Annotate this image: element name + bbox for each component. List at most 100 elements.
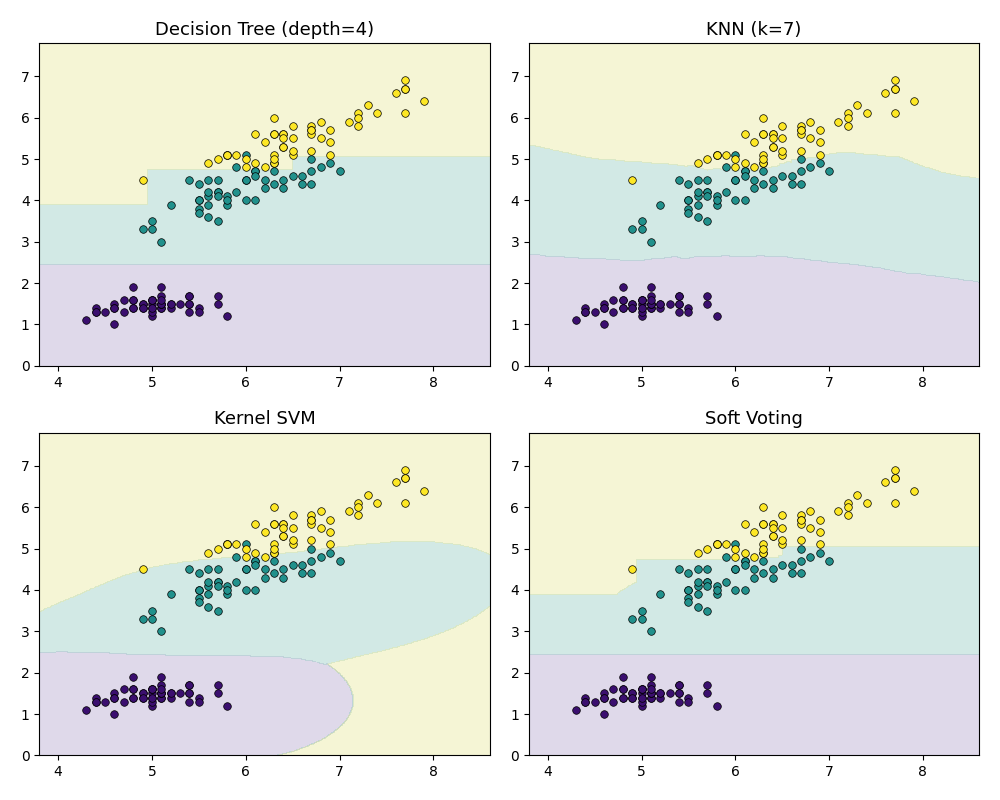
Point bbox=[210, 190, 226, 202]
Point bbox=[144, 604, 160, 617]
Point bbox=[746, 136, 762, 149]
Point bbox=[360, 489, 376, 502]
Point bbox=[153, 302, 169, 314]
Point bbox=[266, 542, 282, 555]
Point bbox=[313, 505, 329, 518]
Point bbox=[181, 289, 197, 302]
Point bbox=[106, 687, 122, 700]
Point bbox=[275, 518, 291, 530]
Point bbox=[200, 579, 216, 592]
Point bbox=[285, 169, 301, 182]
Point bbox=[830, 505, 846, 518]
Point bbox=[397, 497, 413, 510]
Point bbox=[802, 505, 818, 518]
Point bbox=[718, 575, 734, 588]
Point bbox=[210, 186, 226, 198]
Point bbox=[727, 583, 743, 596]
Point bbox=[643, 687, 659, 700]
Point bbox=[615, 294, 631, 306]
Point bbox=[643, 302, 659, 314]
Point bbox=[765, 140, 781, 153]
Point bbox=[840, 111, 856, 124]
Point bbox=[153, 683, 169, 696]
Point bbox=[727, 563, 743, 576]
Point bbox=[219, 588, 235, 601]
Point bbox=[699, 214, 715, 227]
Point bbox=[210, 678, 226, 691]
Point bbox=[88, 306, 104, 318]
Point bbox=[125, 683, 141, 696]
Point bbox=[634, 223, 650, 236]
Point bbox=[680, 596, 696, 609]
Point bbox=[153, 298, 169, 310]
Point bbox=[680, 194, 696, 206]
Point bbox=[774, 509, 790, 522]
Point bbox=[643, 691, 659, 704]
Point bbox=[153, 302, 169, 314]
Point bbox=[285, 509, 301, 522]
Point bbox=[275, 522, 291, 534]
Point bbox=[690, 157, 706, 170]
Point bbox=[163, 687, 179, 700]
Point bbox=[238, 563, 254, 576]
Point bbox=[605, 683, 621, 696]
Point bbox=[877, 476, 893, 489]
Point bbox=[238, 563, 254, 576]
Point bbox=[303, 124, 319, 137]
Point bbox=[812, 546, 828, 559]
Point bbox=[812, 149, 828, 162]
Point bbox=[125, 302, 141, 314]
Point bbox=[247, 128, 263, 141]
Point bbox=[709, 190, 725, 202]
Point bbox=[746, 182, 762, 194]
Point bbox=[238, 550, 254, 563]
Point bbox=[191, 592, 207, 605]
Point bbox=[755, 567, 771, 580]
Point bbox=[624, 298, 640, 310]
Point bbox=[303, 534, 319, 546]
Point bbox=[587, 306, 603, 318]
Point bbox=[568, 314, 584, 326]
Point bbox=[266, 538, 282, 551]
Point bbox=[709, 149, 725, 162]
Point bbox=[634, 306, 650, 318]
Point bbox=[163, 302, 179, 314]
Point bbox=[699, 604, 715, 617]
Point bbox=[755, 157, 771, 170]
Point bbox=[690, 210, 706, 223]
Point bbox=[746, 550, 762, 563]
Point bbox=[755, 178, 771, 190]
Point bbox=[690, 546, 706, 559]
Point bbox=[624, 691, 640, 704]
Point bbox=[793, 534, 809, 546]
Point bbox=[577, 695, 593, 708]
Point bbox=[275, 128, 291, 141]
Point bbox=[88, 302, 104, 314]
Point bbox=[755, 128, 771, 141]
Point bbox=[275, 140, 291, 153]
Point bbox=[830, 115, 846, 128]
Point bbox=[369, 497, 385, 510]
Point bbox=[727, 153, 743, 166]
Point bbox=[624, 691, 640, 704]
Point bbox=[191, 194, 207, 206]
Point bbox=[605, 695, 621, 708]
Point bbox=[247, 165, 263, 178]
Point bbox=[793, 128, 809, 141]
Point bbox=[163, 298, 179, 310]
Point bbox=[671, 563, 687, 576]
Point bbox=[718, 538, 734, 551]
Point bbox=[765, 522, 781, 534]
Point bbox=[840, 509, 856, 522]
Point bbox=[350, 501, 366, 514]
Point bbox=[106, 302, 122, 314]
Point bbox=[634, 302, 650, 314]
Point bbox=[765, 174, 781, 186]
Point bbox=[737, 128, 753, 141]
Point bbox=[737, 169, 753, 182]
Point bbox=[153, 670, 169, 683]
Title: KNN (k=7): KNN (k=7) bbox=[706, 21, 802, 39]
Point bbox=[210, 542, 226, 555]
Point bbox=[699, 563, 715, 576]
Point bbox=[765, 518, 781, 530]
